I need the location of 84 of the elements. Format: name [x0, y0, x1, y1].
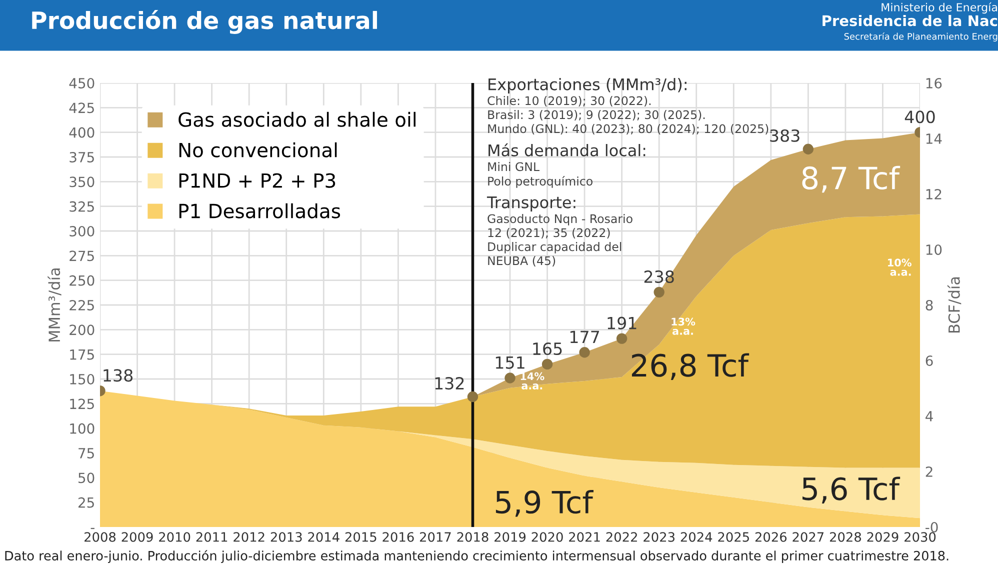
- data-label: 383: [770, 129, 800, 142]
- annotation: Más demanda local: Mini GNL Polo petroquímico: [488, 143, 646, 188]
- y-tick-label: 325: [70, 201, 94, 212]
- y-tick-label: 225: [70, 300, 94, 310]
- x-tick-label: 2025: [718, 532, 749, 542]
- annotation: Exportaciones (MMm³/d): Chile: 10 (2019); 30 (2022). Brasil: 3 (2019); 9 (2022); 30 (2025). Mundo (GNL): 40 (2023); 80 (2024); 120 (2025).: [488, 78, 772, 135]
- y-axis-title: MMm³/día: [48, 268, 62, 342]
- x-tick-label: 2028: [830, 532, 862, 542]
- x-tick-label: 2022: [606, 532, 637, 542]
- text: Dato real enero-junio. Producción julio-diciembre estimada manteniendo crecimiento intermensual observado durante el primer cuatrimestre 2018.: [5, 550, 948, 563]
- data-label: 151: [496, 356, 524, 369]
- y-tick-label: 250: [70, 275, 94, 286]
- legend-label: Gas asociado al shale oil: [178, 112, 416, 127]
- x-tick-label: 2027: [792, 532, 824, 542]
- y2-tick-label: 6: [926, 355, 933, 366]
- data-label: 177: [570, 330, 600, 343]
- x-tick-label: 2024: [680, 532, 712, 542]
- annotation: 5,9 Tcf: [496, 490, 594, 517]
- point: [654, 286, 664, 298]
- y2-tick-label: 12: [926, 188, 942, 200]
- x-tick-label: 2008: [84, 532, 116, 542]
- x-tick-label: 2011: [196, 532, 228, 542]
- y2-tick-label: 14: [926, 134, 942, 144]
- y-tick-label: 375: [70, 152, 94, 162]
- x-tick-label: 2023: [644, 532, 674, 542]
- chart-title: Producción de gas natural: [32, 10, 377, 34]
- annotation: 5,6 Tcf: [802, 476, 900, 504]
- x-tick-label: 2015: [345, 532, 376, 542]
- y2-tick-label: 10: [926, 244, 942, 255]
- x-tick-label: 2030: [904, 532, 936, 542]
- y2-tick-label: -0: [926, 522, 938, 532]
- annotation: 10% a.a.: [888, 258, 912, 276]
- y2-tick-label: 2: [926, 466, 932, 477]
- y-tick-label: 175: [70, 349, 94, 360]
- point: [802, 144, 814, 154]
- legend-label: No convencional: [179, 142, 337, 158]
- annotation: 13% a.a.: [672, 318, 696, 335]
- y-tick-label: 400: [69, 127, 94, 138]
- x-tick-label: 2026: [755, 532, 787, 542]
- y2-tick-label: 16: [926, 78, 942, 88]
- x-tick-label: 2013: [270, 532, 302, 542]
- y-tick-label: 275: [70, 250, 94, 262]
- point: [542, 358, 553, 370]
- x-tick-label: 2014: [308, 532, 340, 542]
- y-tick-label: 350: [70, 176, 94, 188]
- x-tick-label: 2029: [867, 532, 898, 542]
- x-tick-label: 2016: [382, 532, 414, 542]
- y-tick-label: 450: [69, 78, 94, 88]
- point: [616, 333, 628, 344]
- y2-tick-label: 4: [926, 411, 933, 422]
- point: [467, 391, 478, 402]
- annotation: Transporte: Gasoducto Nqn - Rosario 12 (2021); 35 (2022) Duplicar capacidad del NEUBA (45): [486, 196, 632, 267]
- y-tick-label: -: [90, 528, 94, 530]
- legend-label: P1ND + P2 + P3: [179, 173, 336, 188]
- x-tick-label: 2012: [234, 532, 264, 542]
- x-tick-label: 2019: [494, 532, 526, 542]
- y2-axis-title: BCF/día: [947, 277, 962, 333]
- y2-tick-label: 8: [926, 300, 933, 310]
- y-tick-label: 25: [78, 497, 94, 508]
- annotation: 8,7 Tcf: [802, 166, 900, 193]
- y-tick-label: 150: [70, 374, 94, 384]
- y-tick-label: 75: [78, 448, 94, 458]
- legend-label: P1 Desarrolladas: [179, 203, 340, 218]
- y-tick-label: 125: [70, 398, 94, 410]
- y-tick-label: 200: [70, 324, 94, 336]
- y-tick-label: 100: [70, 423, 94, 434]
- x-tick-label: 2017: [420, 532, 451, 542]
- annotation: 14% a.a.: [520, 372, 544, 390]
- data-label: 400: [904, 110, 935, 124]
- point: [579, 347, 590, 358]
- data-label: 132: [435, 376, 464, 390]
- annotation: 26,8 Tcf: [632, 353, 750, 380]
- x-tick-label: 2010: [159, 532, 190, 542]
- x-tick-label: 2021: [569, 532, 600, 542]
- text: Ministerio de Energía Presidencia de la Nac Secretaría de Planeamiento Energ: [822, 2, 998, 42]
- y-tick-label: 300: [70, 226, 94, 236]
- y-tick-label: 50: [78, 472, 94, 484]
- x-tick-label: 2018: [457, 532, 488, 542]
- data-label: 138: [104, 369, 133, 382]
- x-tick-label: 2009: [122, 532, 153, 542]
- y-tick-label: 425: [69, 102, 94, 114]
- x-tick-label: 2020: [532, 532, 563, 542]
- point: [504, 372, 516, 384]
- data-label: 165: [533, 342, 562, 356]
